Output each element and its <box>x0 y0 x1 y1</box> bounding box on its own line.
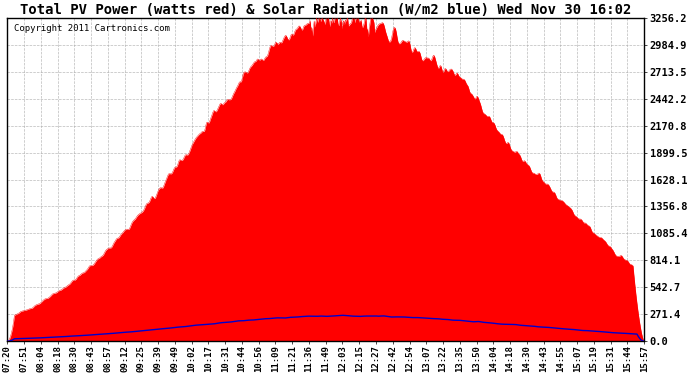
Text: Copyright 2011 Cartronics.com: Copyright 2011 Cartronics.com <box>14 24 170 33</box>
Title: Total PV Power (watts red) & Solar Radiation (W/m2 blue) Wed Nov 30 16:02: Total PV Power (watts red) & Solar Radia… <box>20 3 631 17</box>
